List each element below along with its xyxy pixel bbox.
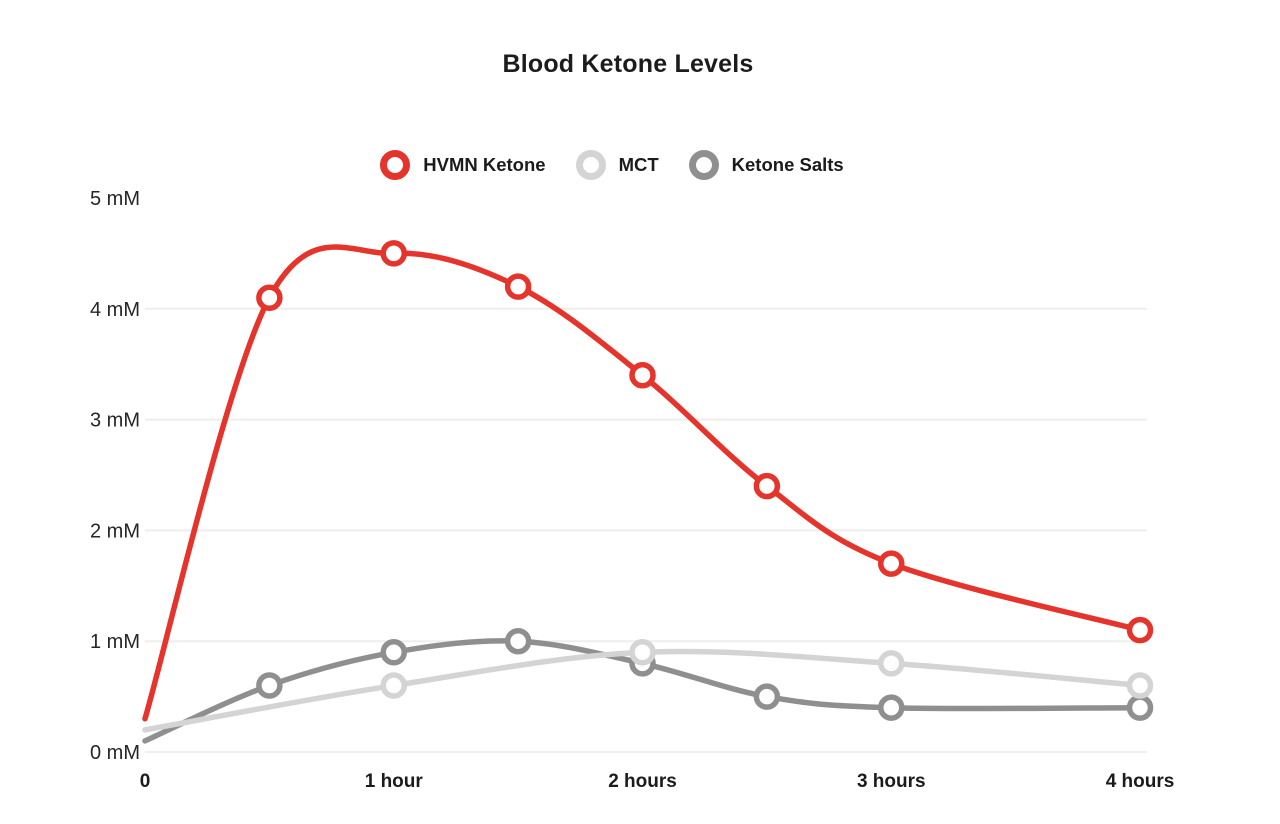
data-point-ketone-salts-1.5h[interactable] bbox=[504, 627, 532, 655]
legend-item-hvmn-ketone[interactable]: HVMN Ketone bbox=[380, 150, 546, 180]
legend: HVMN Ketone MCT Ketone Salts bbox=[0, 148, 1224, 182]
data-point-hvmn-ketone-4h[interactable] bbox=[1126, 616, 1154, 644]
y-tick-label-5mM: 5 mM bbox=[90, 188, 140, 210]
legend-label-mct: MCT bbox=[618, 154, 659, 175]
data-point-hvmn-ketone-2.5h[interactable] bbox=[753, 472, 781, 500]
data-point-ketone-salts-4h[interactable] bbox=[1126, 694, 1154, 721]
data-point-hvmn-ketone-2h[interactable] bbox=[629, 362, 656, 389]
legend-label-ketone-salts: Ketone Salts bbox=[731, 154, 844, 175]
mct-swatch-icon bbox=[575, 150, 606, 180]
y-tick-label-2mM: 2 mM bbox=[90, 520, 140, 542]
data-point-ketone-salts-2.5h[interactable] bbox=[753, 683, 781, 710]
y-tick-label-1mM: 1 mM bbox=[90, 631, 140, 653]
data-point-hvmn-ketone-3h[interactable] bbox=[878, 550, 905, 577]
y-tick-label-0mM: 0 mM bbox=[90, 742, 140, 764]
x-tick-label-4h: 4 hours bbox=[1106, 771, 1175, 792]
legend-item-ketone-salts[interactable]: Ketone Salts bbox=[688, 150, 844, 180]
y-tick-label-4mM: 4 mM bbox=[90, 299, 140, 321]
data-point-hvmn-ketone-1.5h[interactable] bbox=[504, 273, 532, 300]
data-point-mct-3h[interactable] bbox=[878, 650, 905, 677]
hvmn-ketone-swatch-icon bbox=[380, 150, 411, 180]
chart-title: Blood Ketone Levels bbox=[502, 50, 754, 78]
data-point-mct-2h[interactable] bbox=[629, 639, 656, 666]
x-tick-label-3h: 3 hours bbox=[857, 771, 926, 792]
y-tick-label-3mM: 3 mM bbox=[90, 410, 140, 432]
legend-label-hvmn-ketone: HVMN Ketone bbox=[423, 154, 546, 175]
data-point-mct-4h[interactable] bbox=[1126, 672, 1154, 699]
x-tick-label-2h: 2 hours bbox=[608, 771, 677, 792]
x-tick-label-1h: 1 hour bbox=[365, 771, 424, 792]
data-point-hvmn-ketone-1h[interactable] bbox=[380, 240, 407, 267]
legend-item-mct[interactable]: MCT bbox=[575, 150, 659, 180]
x-tick-label-0h: 0 bbox=[140, 771, 151, 792]
data-point-ketone-salts-0.5h[interactable] bbox=[256, 672, 283, 699]
data-point-hvmn-ketone-0.5h[interactable] bbox=[256, 284, 283, 311]
data-point-ketone-salts-3h[interactable] bbox=[878, 694, 905, 721]
ketone-salts-swatch-icon bbox=[688, 150, 719, 180]
data-point-ketone-salts-1h[interactable] bbox=[380, 639, 407, 666]
data-point-mct-1h[interactable] bbox=[380, 672, 407, 699]
